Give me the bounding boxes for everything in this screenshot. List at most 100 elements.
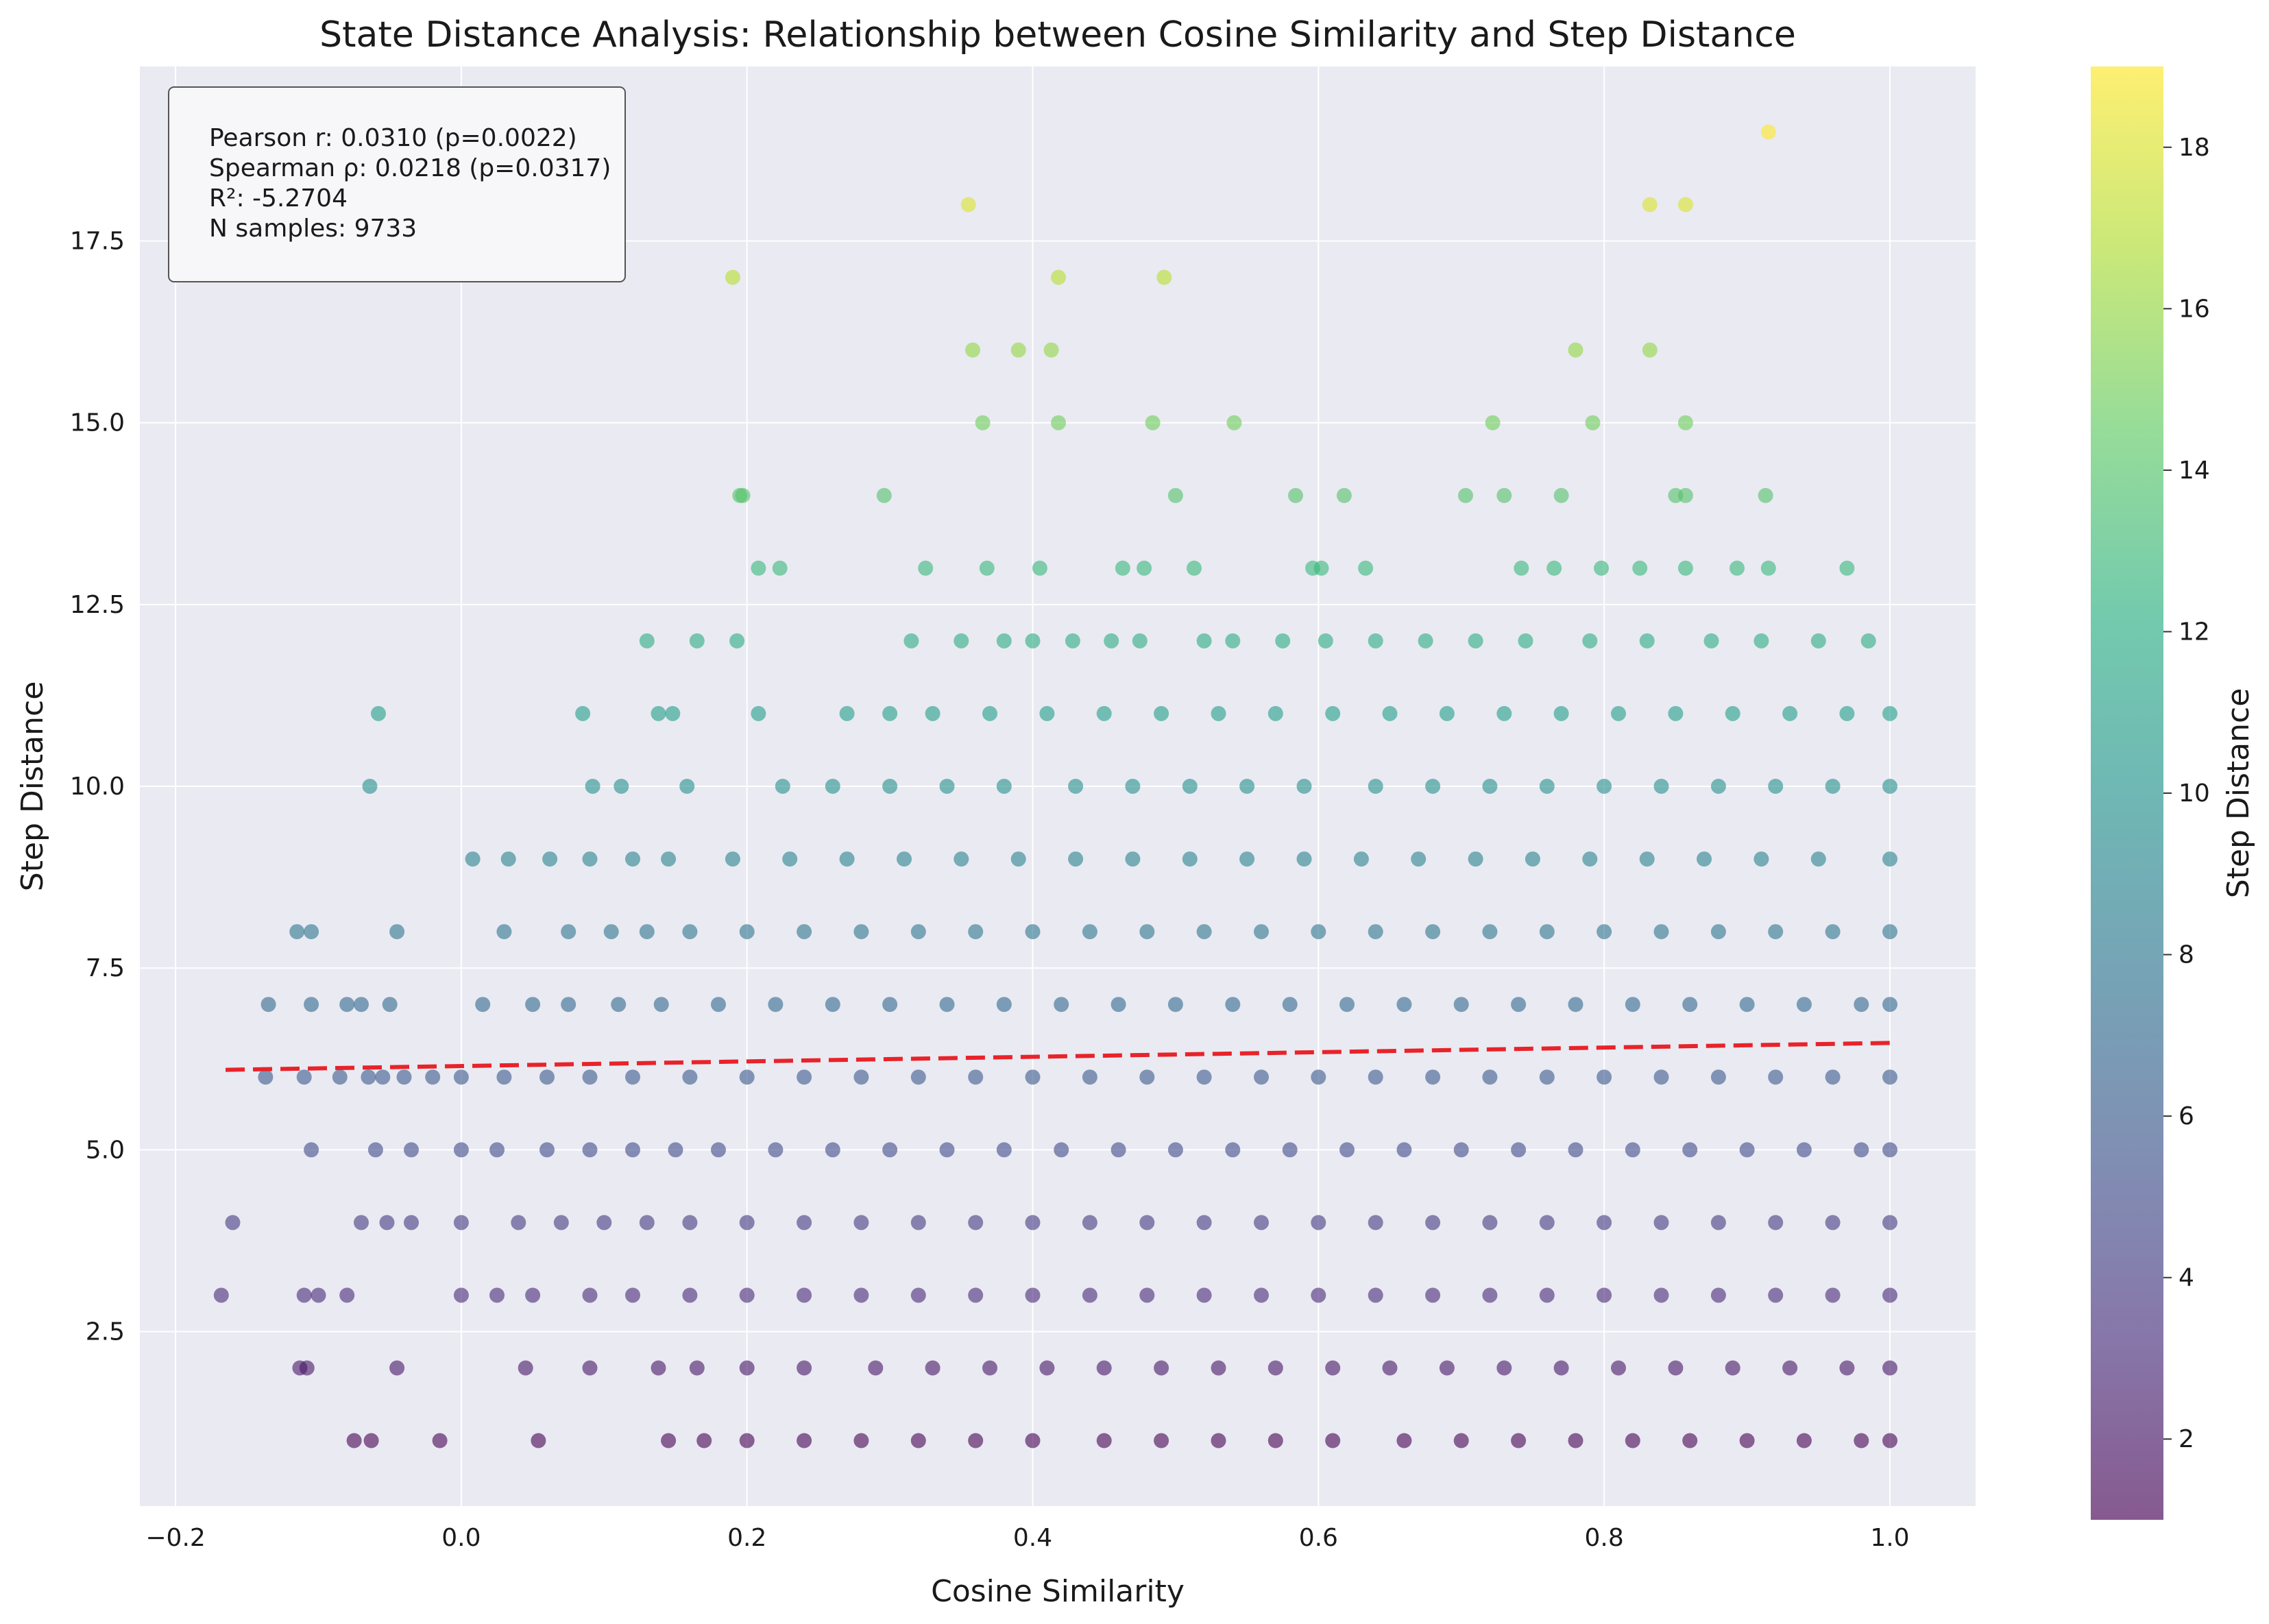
data-point: [1597, 779, 1612, 794]
data-point: [1725, 1360, 1740, 1376]
data-point: [1539, 1069, 1555, 1085]
data-point: [1275, 633, 1291, 649]
y-tick-label: 2.5: [86, 1318, 125, 1346]
data-point: [960, 197, 976, 213]
data-point: [739, 1069, 755, 1085]
data-point: [1882, 1215, 1897, 1231]
data-point: [375, 1069, 391, 1085]
data-point: [1453, 997, 1469, 1013]
data-point: [425, 1069, 441, 1085]
data-point: [996, 997, 1012, 1013]
data-point: [1025, 1433, 1041, 1449]
data-point: [882, 705, 898, 721]
x-tick-label: 0.6: [1299, 1524, 1338, 1552]
data-point: [1597, 1215, 1612, 1231]
data-point: [939, 1142, 955, 1158]
data-point: [1810, 633, 1826, 649]
data-point: [1139, 1215, 1155, 1231]
data-point: [1653, 779, 1669, 794]
trend-line: [225, 1041, 1891, 1072]
data-point: [453, 1287, 469, 1303]
data-point: [1854, 997, 1869, 1013]
data-point: [1710, 1287, 1726, 1303]
data-point: [1882, 924, 1897, 940]
data-point: [739, 1433, 755, 1449]
data-point: [1368, 1215, 1383, 1231]
data-point: [1439, 1360, 1455, 1376]
data-point: [797, 1069, 812, 1085]
data-point: [853, 1287, 869, 1303]
data-point: [1225, 1142, 1241, 1158]
data-point: [839, 705, 855, 721]
data-point: [1096, 1360, 1112, 1376]
data-point: [213, 1287, 229, 1303]
data-point: [1639, 851, 1655, 867]
data-point: [689, 1360, 705, 1376]
data-point: [561, 997, 577, 1013]
data-point: [910, 1433, 926, 1449]
data-point: [939, 997, 955, 1013]
data-point: [1768, 924, 1784, 940]
data-point: [1196, 1215, 1212, 1231]
data-point: [1568, 997, 1584, 1013]
data-point: [1010, 851, 1026, 867]
data-point: [404, 1215, 419, 1231]
data-point: [1482, 779, 1498, 794]
data-point: [797, 1433, 812, 1449]
data-point: [311, 1287, 326, 1303]
data-point: [975, 415, 991, 431]
data-point: [1025, 1215, 1041, 1231]
data-point: [1539, 924, 1555, 940]
data-point: [1065, 633, 1080, 649]
colorbar-tick-label: 16: [2179, 295, 2210, 323]
data-point: [1677, 197, 1693, 213]
data-point: [354, 1215, 369, 1231]
data-point: [1642, 197, 1658, 213]
data-point: [585, 779, 600, 794]
data-point: [1154, 1360, 1169, 1376]
data-point: [1254, 1287, 1269, 1303]
data-point: [668, 1142, 683, 1158]
data-point: [910, 1287, 926, 1303]
data-point: [1760, 124, 1776, 140]
data-point: [1625, 1142, 1640, 1158]
data-point: [1358, 560, 1374, 576]
scatter-points: [213, 124, 1897, 1449]
data-point: [876, 487, 892, 503]
data-point: [354, 997, 369, 1013]
data-point: [639, 1215, 655, 1231]
data-point: [1539, 779, 1555, 794]
data-point: [361, 1069, 376, 1085]
data-point: [968, 1433, 984, 1449]
data-point: [296, 1069, 312, 1085]
data-point: [1710, 1069, 1726, 1085]
data-point: [1739, 997, 1755, 1013]
data-point: [525, 997, 541, 1013]
data-point: [1653, 924, 1669, 940]
data-point: [1239, 851, 1255, 867]
data-point: [1139, 1287, 1155, 1303]
data-point: [903, 633, 919, 649]
data-point: [1353, 851, 1369, 867]
data-point: [1882, 1069, 1897, 1085]
data-point: [525, 1287, 541, 1303]
grid-lines: [140, 66, 1976, 1506]
data-point: [1553, 705, 1569, 721]
data-point: [1211, 705, 1226, 721]
data-point: [363, 1433, 379, 1449]
data-point: [1496, 1360, 1512, 1376]
data-point: [1425, 1287, 1441, 1303]
data-point: [1139, 1069, 1155, 1085]
data-point: [1782, 1360, 1798, 1376]
data-point: [1710, 1215, 1726, 1231]
x-tick-label: 0.4: [1013, 1524, 1052, 1552]
y-tick-label: 10.0: [70, 773, 125, 801]
x-tick-label: −0.2: [145, 1524, 205, 1552]
data-point: [1311, 1215, 1326, 1231]
colorbar-ticks: 2 4 6 8 10 12 14 16 18: [2163, 134, 2210, 1453]
data-point: [582, 1287, 598, 1303]
data-point: [853, 1433, 869, 1449]
data-point: [1396, 1142, 1412, 1158]
data-point: [299, 1360, 315, 1376]
x-tick-label: 0.8: [1585, 1524, 1624, 1552]
